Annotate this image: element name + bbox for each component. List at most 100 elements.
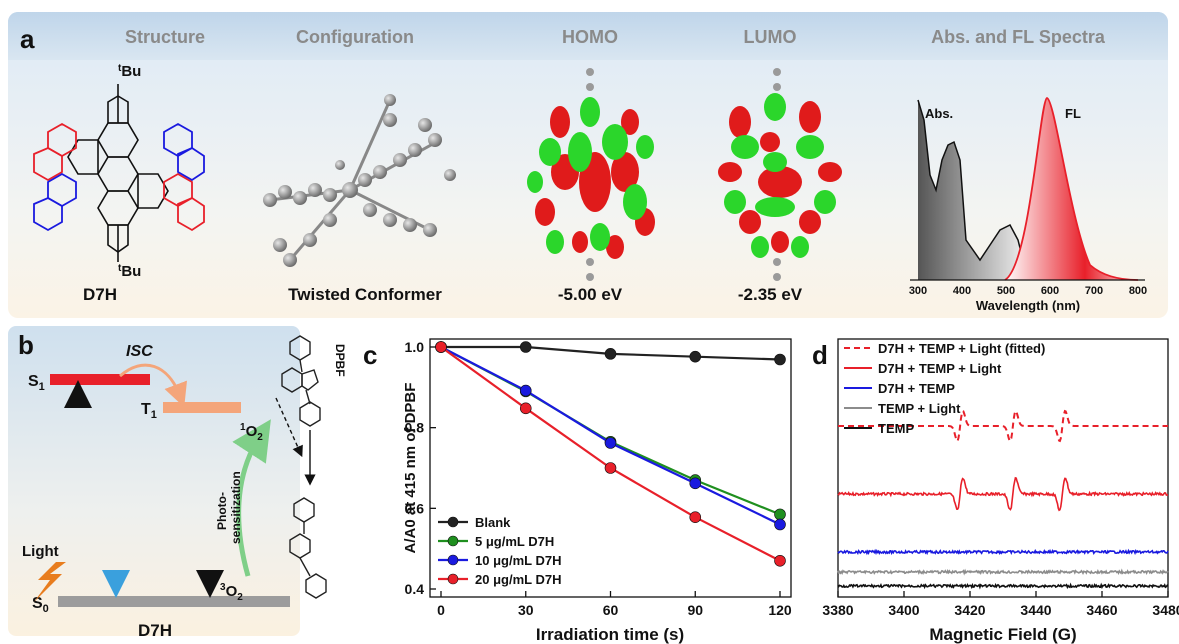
isc-label: ISC bbox=[126, 343, 153, 360]
spectra-xtick: 600 bbox=[1041, 285, 1059, 297]
chart-d-series-line bbox=[837, 582, 1169, 590]
chart-c-legend-marker bbox=[447, 573, 459, 585]
caption-homo-energy: -5.00 eV bbox=[557, 285, 623, 304]
chart-c-xtick: 90 bbox=[687, 602, 703, 618]
chart-c-point bbox=[774, 508, 786, 521]
s1-label: S1 bbox=[28, 373, 45, 393]
chart-c-ytick: 0.8 bbox=[405, 420, 425, 436]
chart-d-xtick: 3380 bbox=[822, 602, 853, 618]
t1-label: T1 bbox=[141, 401, 157, 421]
chart-d-xlabel: Magnetic Field (G) bbox=[929, 625, 1076, 644]
panel-a bbox=[8, 12, 1168, 318]
tbu-bottom-sup: t bbox=[118, 263, 122, 274]
t1-level bbox=[163, 402, 241, 413]
chart-d-series-line bbox=[838, 409, 1168, 443]
chart-c-legend-marker bbox=[447, 535, 459, 547]
spectra-xtick: 700 bbox=[1085, 285, 1103, 297]
s0-label: S0 bbox=[32, 595, 49, 615]
chart-c-legend-label: Blank bbox=[475, 515, 511, 530]
chart-d-xtick: 3440 bbox=[1020, 602, 1051, 618]
spectra-xtick: 300 bbox=[909, 285, 927, 297]
sensitization-label: sensitization bbox=[229, 471, 243, 544]
header-spectra: Abs. and FL Spectra bbox=[931, 27, 1105, 47]
tbu-bottom: Bu bbox=[121, 263, 141, 280]
chart-c-point bbox=[604, 348, 617, 360]
panel-a-letter: a bbox=[20, 24, 35, 54]
spectra-xtick: 800 bbox=[1129, 285, 1147, 297]
header-configuration: Configuration bbox=[296, 27, 414, 47]
chart-d-frame bbox=[837, 338, 1169, 598]
light-label: Light bbox=[22, 543, 59, 560]
spectra-xlabel: Wavelength (nm) bbox=[976, 298, 1080, 313]
chart-c-xtick: 30 bbox=[518, 602, 534, 618]
chart-d-legend-label: D7H + TEMP + Light bbox=[878, 361, 1002, 376]
chart-d-xtick: 3460 bbox=[1086, 602, 1117, 618]
chart-c-point bbox=[774, 353, 786, 366]
twisted-conformer-model bbox=[263, 94, 456, 267]
chart-c-xlabel: Irradiation time (s) bbox=[536, 625, 684, 644]
fl-label: FL bbox=[1065, 106, 1081, 121]
spectra-xtick: 400 bbox=[953, 285, 971, 297]
chart-c-xtick: 120 bbox=[768, 602, 792, 618]
chart-c-point bbox=[774, 554, 786, 567]
jablonski-diagram: b S1 T1 S0 ISC Light Photo- sensitizatio… bbox=[18, 330, 290, 640]
chart-d-series-line bbox=[837, 548, 1169, 556]
photo-label: Photo- bbox=[215, 492, 229, 530]
svg-text:tBu: tBu bbox=[118, 63, 141, 80]
chart-c-point bbox=[689, 477, 702, 490]
chart-d-legend-label: D7H + TEMP + Light (fitted) bbox=[878, 341, 1045, 356]
chart-d-xtick: 3420 bbox=[954, 602, 985, 618]
chart-d-legend-label: TEMP + Light bbox=[878, 401, 961, 416]
chart-epr-spectra: d Magnetic Field (G) 3380 3400 3420 3440 346… bbox=[812, 338, 1179, 644]
abs-fl-spectra: Abs. FL 300 400 500 600 700 800 Waveleng… bbox=[909, 97, 1147, 313]
chart-c-point bbox=[604, 437, 617, 449]
chart-c-point bbox=[435, 341, 447, 353]
triplet-oxygen-label: 3O2 bbox=[220, 582, 243, 603]
s0-level bbox=[58, 596, 290, 607]
chart-c-point bbox=[519, 384, 532, 397]
chart-c-point bbox=[689, 350, 702, 363]
chart-c-point bbox=[689, 511, 702, 524]
header-structure: Structure bbox=[124, 27, 205, 47]
chart-c-legend-label: 5 μg/mL D7H bbox=[475, 534, 554, 549]
lumo-orbital bbox=[718, 68, 842, 281]
chart-c-legend-marker bbox=[447, 516, 459, 528]
dpbf-label: DPBF bbox=[333, 344, 347, 377]
panel-d-letter: d bbox=[812, 340, 828, 370]
chart-c-ylabel: A/A0 at 415 nm of DPBF bbox=[402, 383, 419, 554]
singlet-oxygen-label: 1O2 bbox=[240, 422, 263, 443]
panel-c-letter: c bbox=[363, 340, 377, 370]
chart-c-ytick: 1.0 bbox=[405, 339, 425, 355]
s1-level bbox=[50, 374, 150, 385]
chart-c-point bbox=[774, 518, 786, 531]
chart-c-legend-marker bbox=[447, 554, 459, 566]
homo-orbital bbox=[527, 68, 655, 281]
chart-c-legend-label: 20 μg/mL D7H bbox=[475, 572, 561, 587]
chart-d-series-line bbox=[837, 476, 1169, 512]
lightning-icon bbox=[34, 562, 66, 602]
d7h-structure-drawing: tBu tBu bbox=[33, 63, 205, 280]
chart-d-series-line bbox=[837, 568, 1169, 576]
chart-d-xtick: 3400 bbox=[888, 602, 919, 618]
caption-d7h: D7H bbox=[82, 285, 117, 304]
chart-c-point bbox=[519, 402, 532, 415]
tbu-top: Bu bbox=[121, 63, 141, 80]
panel-a-header-bar bbox=[8, 12, 1168, 60]
panel-b-letter: b bbox=[18, 330, 34, 360]
caption-lumo-energy: -2.35 eV bbox=[737, 285, 803, 304]
spectra-xtick: 500 bbox=[997, 285, 1015, 297]
chart-c-legend-label: 10 μg/mL D7H bbox=[475, 553, 561, 568]
chart-dpbf-decay: c A/A0 at 415 nm of DPBF Irradiation tim… bbox=[363, 338, 792, 644]
chart-c-xtick: 0 bbox=[437, 602, 445, 618]
chart-c-ytick: 0.4 bbox=[405, 581, 425, 597]
chart-c-series-line bbox=[440, 346, 781, 526]
chart-d-legend-label: D7H + TEMP bbox=[878, 381, 955, 396]
chart-c-point bbox=[519, 341, 532, 353]
chart-d-xtick: 3480 bbox=[1152, 602, 1179, 618]
svg-text:tBu: tBu bbox=[118, 263, 141, 280]
dpbf-reaction-scheme: DPBF bbox=[275, 335, 347, 599]
abs-label: Abs. bbox=[925, 106, 953, 121]
header-lumo: LUMO bbox=[743, 27, 797, 47]
d7h-label: D7H bbox=[138, 621, 172, 640]
chart-d-legend-label: TEMP bbox=[878, 421, 914, 436]
